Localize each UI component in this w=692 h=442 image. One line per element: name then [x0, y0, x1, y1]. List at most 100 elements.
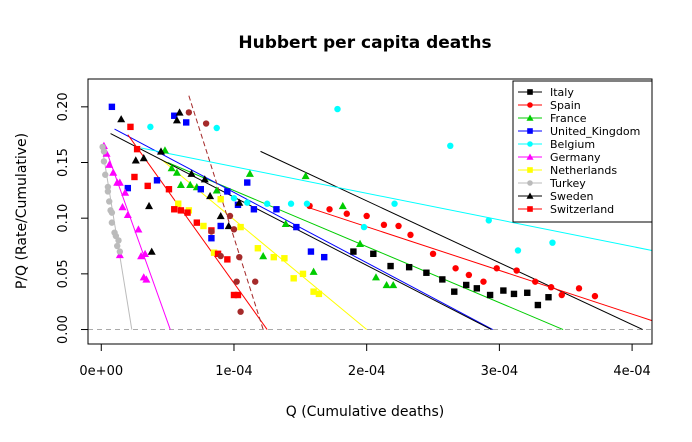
data-point	[176, 180, 185, 188]
data-point	[183, 119, 190, 126]
series-germany	[99, 141, 151, 283]
data-point	[185, 109, 193, 116]
data-point	[124, 184, 132, 192]
legend-item-belgium: Belgium	[518, 138, 595, 151]
data-point	[137, 252, 146, 260]
data-point	[447, 142, 454, 150]
y-tick-label: 0.10	[56, 204, 71, 233]
data-point	[549, 239, 556, 246]
data-point	[102, 171, 109, 178]
data-point	[118, 203, 127, 211]
data-point	[230, 226, 238, 233]
legend-label: Belgium	[550, 138, 595, 151]
legend-label: France	[550, 112, 587, 125]
data-point	[115, 178, 124, 186]
legend-item-netherlands: Netherlands	[518, 164, 617, 177]
data-point	[214, 250, 222, 258]
data-point	[144, 182, 151, 190]
data-point	[463, 281, 470, 289]
fit-line-united_kingdom	[114, 128, 493, 330]
data-point	[108, 103, 116, 111]
data-point	[217, 222, 224, 230]
data-point	[270, 253, 277, 261]
data-point	[244, 199, 251, 206]
data-point	[343, 210, 350, 217]
legend-marker	[527, 206, 533, 212]
legend-marker	[527, 141, 533, 147]
data-point	[109, 168, 118, 176]
data-point	[310, 288, 317, 295]
data-point	[254, 245, 262, 252]
data-point	[380, 221, 388, 229]
data-point	[244, 179, 251, 186]
legend-item-france: France	[518, 112, 587, 125]
legend-marker	[526, 114, 534, 121]
legend-item-italy: Italy	[518, 86, 574, 99]
data-point	[370, 250, 377, 258]
data-point	[423, 269, 430, 276]
data-point	[104, 188, 112, 195]
data-point	[235, 198, 244, 206]
data-point	[167, 164, 176, 172]
data-point	[252, 278, 259, 285]
data-point	[465, 271, 473, 279]
legend-item-germany: Germany	[518, 151, 601, 164]
data-point	[172, 168, 181, 176]
data-point	[212, 186, 221, 194]
y-axis-title: P/Q (Rate/Cumulative)	[14, 133, 30, 289]
data-point	[134, 225, 143, 233]
data-point	[387, 262, 394, 270]
data-point	[200, 175, 209, 183]
x-tick-label: 1e-04	[215, 364, 253, 379]
data-point	[250, 206, 258, 213]
data-point	[108, 209, 116, 216]
data-point	[510, 290, 518, 298]
data-point	[259, 252, 268, 260]
data-point	[230, 291, 238, 299]
x-tick-label: 4e-04	[613, 364, 651, 379]
data-point	[350, 248, 357, 255]
data-point	[206, 191, 215, 200]
x-tick-label: 0e+00	[79, 364, 123, 379]
data-point	[208, 235, 215, 242]
fit-line-spain	[306, 206, 653, 322]
data-point	[301, 171, 310, 180]
data-point	[439, 276, 446, 283]
data-point	[307, 248, 315, 255]
data-point	[100, 158, 108, 165]
series-united_kingdom	[108, 103, 328, 261]
data-point	[473, 285, 481, 292]
x-tick-label: 3e-04	[481, 364, 519, 379]
data-point	[334, 105, 341, 113]
data-point	[139, 154, 148, 162]
legend-label: Turkey	[549, 177, 586, 190]
data-point	[303, 200, 311, 207]
data-point	[123, 210, 132, 219]
data-point	[391, 200, 398, 207]
plot-area: 0e+00 1e-04 2e-04 3e-04 4e-04 0.00 0.05 0.10 0.1…	[56, 78, 653, 379]
data-point	[171, 112, 178, 119]
y-tick-label: 0.20	[56, 92, 71, 121]
data-point	[405, 263, 413, 271]
data-point	[213, 124, 220, 132]
legend-item-united_kingdom: United_Kingdom	[518, 125, 640, 138]
data-point	[116, 248, 124, 255]
data-point	[233, 278, 240, 285]
data-point	[226, 212, 234, 220]
data-point	[534, 301, 542, 309]
data-point	[513, 267, 520, 274]
data-point	[175, 108, 184, 116]
data-point	[299, 270, 307, 278]
data-point	[141, 249, 150, 258]
legend-marker	[527, 102, 533, 108]
data-point	[171, 206, 178, 213]
series-extra-10	[185, 109, 259, 315]
data-point	[193, 219, 201, 226]
data-point	[121, 188, 130, 196]
data-point	[382, 280, 391, 289]
chart-title: Hubbert per capita deaths	[238, 33, 491, 53]
data-point	[532, 278, 539, 285]
legend-item-switzerland: Switzerland	[518, 203, 614, 216]
data-point	[389, 280, 398, 289]
